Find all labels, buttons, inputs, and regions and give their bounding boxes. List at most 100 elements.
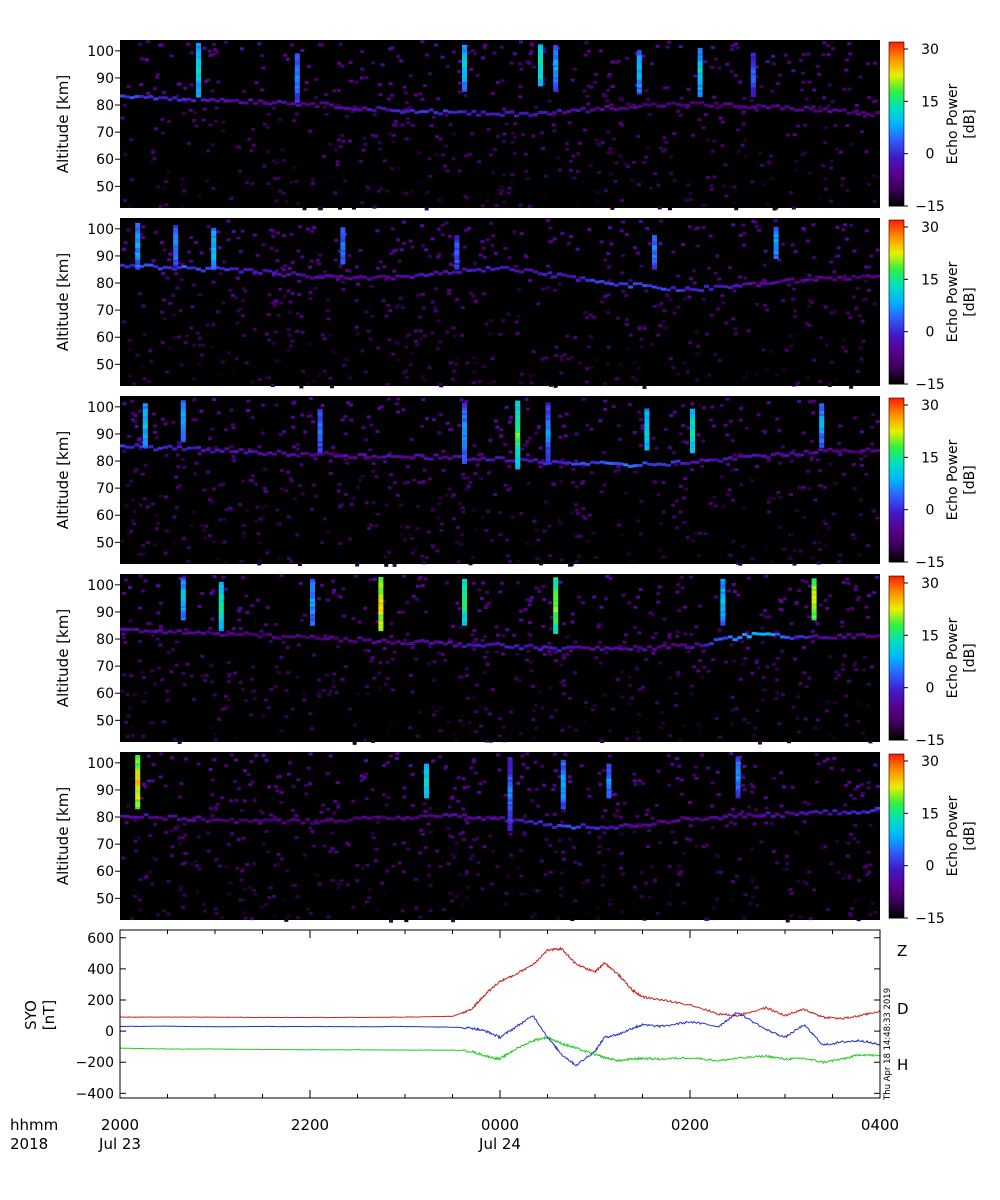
echo-cell [200, 674, 205, 678]
echo-cell [343, 457, 348, 461]
echo-cell [667, 207, 672, 211]
colorbar-segment [889, 240, 904, 242]
echo-cell [170, 756, 175, 760]
echo-cell [418, 329, 423, 333]
echo-cell [470, 633, 475, 637]
echo-cell [678, 484, 683, 488]
echo-cell [430, 237, 435, 241]
echo-cell [844, 237, 849, 241]
streak-cell [135, 247, 141, 251]
echo-cell [130, 734, 135, 738]
echo-cell [542, 529, 547, 533]
echo-cell [300, 48, 305, 52]
echo-cell [603, 399, 608, 403]
colorbar-segment [889, 419, 904, 421]
echo-cell [875, 175, 880, 179]
echo-cell [841, 581, 846, 585]
streak-cell [462, 88, 467, 92]
echo-cell [470, 49, 475, 53]
echo-cell [197, 452, 202, 456]
colorbar-segment [889, 529, 904, 531]
echo-cell [347, 269, 352, 273]
layer-cell [642, 284, 648, 288]
colorbar-segment [889, 663, 904, 665]
layer-cell [528, 643, 534, 647]
echo-cell [160, 117, 165, 121]
echo-cell [377, 140, 382, 144]
echo-cell [485, 590, 490, 594]
echo-cell [682, 851, 687, 855]
echo-cell [220, 916, 225, 920]
echo-cell [241, 531, 246, 535]
echo-cell [256, 532, 261, 536]
echo-cell [469, 68, 474, 72]
echo-cell [803, 800, 808, 804]
echo-cell [775, 691, 780, 695]
streak-cell [553, 626, 559, 630]
echo-cell [581, 479, 586, 483]
colorbar-segment [889, 244, 904, 246]
colorbar-segment [889, 578, 904, 580]
echo-cell [451, 517, 456, 521]
echo-cell [369, 659, 374, 663]
echo-cell [163, 551, 168, 555]
echo-cell [160, 678, 165, 682]
colorbar-segment [889, 452, 904, 454]
streak-cell [553, 606, 559, 610]
layer-cell [176, 445, 182, 449]
echo-cell [552, 237, 557, 241]
echo-cell [414, 906, 419, 910]
echo-cell [667, 446, 672, 450]
echo-cell [373, 134, 378, 138]
echo-cell [305, 382, 310, 386]
echo-cell [632, 885, 637, 889]
layer-cell [661, 287, 667, 291]
echo-cell [863, 297, 868, 301]
colorbar-segment [889, 735, 904, 737]
layer-cell [295, 454, 301, 458]
layer-cell [837, 109, 843, 113]
echo-cell [158, 43, 163, 47]
echo-cell [602, 483, 607, 487]
echo-cell [326, 817, 331, 821]
echo-cell [568, 168, 573, 172]
echo-cell [196, 762, 201, 766]
streak-cell [515, 446, 521, 450]
echo-cell [860, 463, 865, 467]
echo-cell [815, 622, 820, 626]
echo-cell [480, 240, 485, 244]
layer-cell [138, 630, 144, 634]
echo-cell [414, 339, 419, 343]
echo-cell [322, 844, 327, 848]
layer-cell [338, 639, 344, 643]
echo-cell [167, 346, 172, 350]
echo-cell [740, 640, 745, 644]
layer-cell [860, 449, 866, 453]
streak-cell [750, 60, 756, 64]
echo-cell [577, 595, 582, 599]
echo-cell [644, 657, 649, 661]
echo-cell [774, 667, 779, 671]
echo-cell [656, 592, 661, 596]
echo-cell [498, 533, 503, 537]
colorbar-segment [889, 178, 904, 180]
layer-cell [784, 635, 790, 639]
layer-cell [143, 263, 149, 267]
colorbar-segment [889, 538, 904, 540]
echo-cell [295, 329, 300, 333]
streak-cell [196, 91, 201, 95]
echo-cell [458, 59, 463, 63]
echo-cell [197, 193, 202, 197]
streak-cell [142, 413, 148, 417]
streak-cell [340, 249, 346, 253]
echo-cell [618, 437, 623, 441]
echo-cell [608, 903, 613, 907]
colorbar-segment [889, 181, 904, 183]
echo-cell [772, 776, 777, 780]
colorbar-segment [889, 549, 904, 551]
echo-cell [788, 888, 793, 892]
layer-cell [485, 458, 491, 462]
echo-cell [563, 753, 568, 757]
echo-cell [151, 412, 156, 416]
echo-cell [471, 696, 476, 700]
